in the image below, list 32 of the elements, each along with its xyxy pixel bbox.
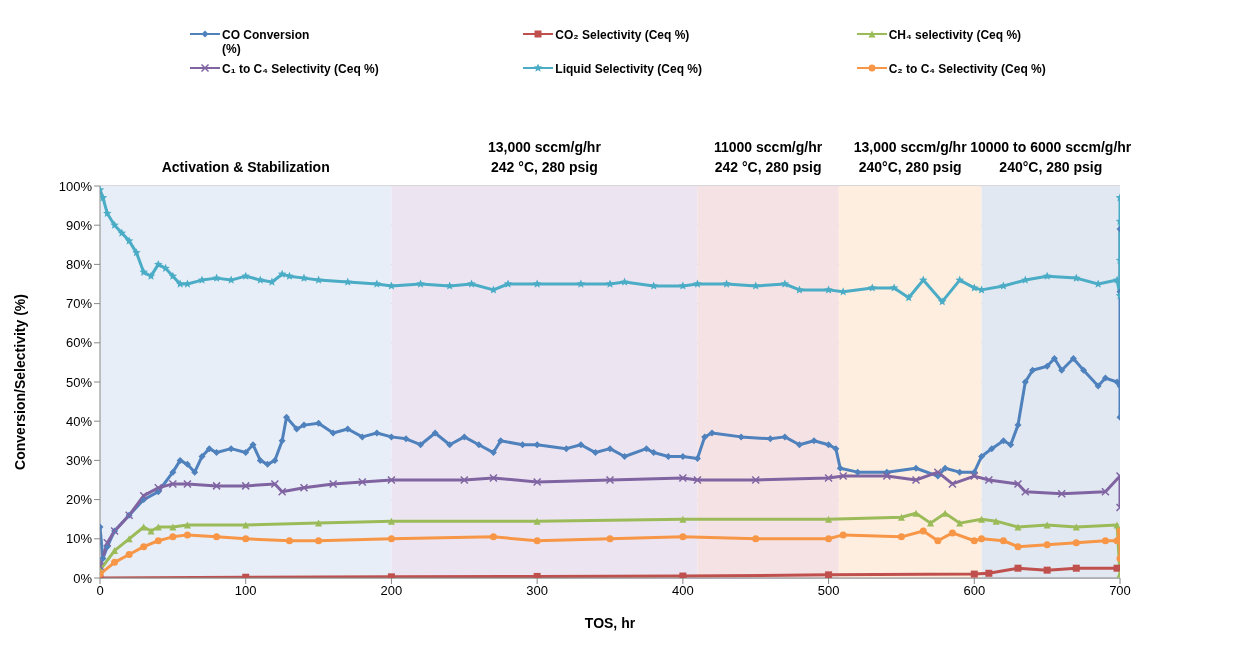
legend-label: Liquid Selectivity (Ceq %)	[555, 62, 703, 76]
y-tick-label: 0%	[73, 570, 93, 586]
legend-label: C₂ to C₄ Selectivity (Ceq %)	[888, 62, 1046, 76]
y-tick-label: 90%	[65, 217, 93, 233]
y-tick-label: 80%	[65, 257, 93, 273]
x-tick-label: 0	[96, 583, 104, 599]
y-tick-label: 30%	[65, 453, 93, 469]
legend-label: CO₂ Selectivity (Ceq %)	[555, 28, 690, 42]
band-label: Activation & Stabilization	[161, 159, 330, 175]
x-tick-label: 700	[1109, 583, 1131, 599]
band-label: 10000 to 6000 sccm/g/hr 240°C, 280 psig	[970, 139, 1132, 175]
x-axis-title: TOS, hr	[584, 615, 636, 631]
legend-label: CO Conversion (%)	[222, 28, 310, 56]
x-tick-label: 300	[526, 583, 548, 599]
y-tick-label: 50%	[65, 374, 93, 390]
y-tick-label: 10%	[65, 531, 93, 547]
legend-label: C₁ to C₄ Selectivity (Ceq %)	[222, 62, 379, 76]
band-label: 13,000 sccm/g/hr 240°C, 280 psig	[853, 139, 968, 175]
x-tick-label: 100	[234, 583, 257, 599]
y-tick-label: 40%	[65, 413, 93, 429]
x-tick-label: 400	[672, 583, 694, 599]
y-tick-label: 60%	[65, 335, 93, 351]
legend-label: CH₄ selectivity (Ceq %)	[888, 28, 1022, 42]
y-axis-title: Conversion/Selectivity (%)	[11, 294, 28, 470]
band-label: 13,000 sccm/g/hr 242 °C, 280 psig	[488, 139, 602, 175]
band-label: 11000 sccm/g/hr 242 °C, 280 psig	[714, 139, 823, 175]
y-tick-label: 100%	[58, 178, 93, 194]
y-tick-label: 20%	[65, 492, 93, 508]
y-tick-label: 70%	[65, 296, 93, 312]
x-tick-label: 600	[963, 583, 986, 599]
x-tick-label: 200	[380, 583, 403, 599]
x-tick-label: 500	[817, 583, 840, 599]
